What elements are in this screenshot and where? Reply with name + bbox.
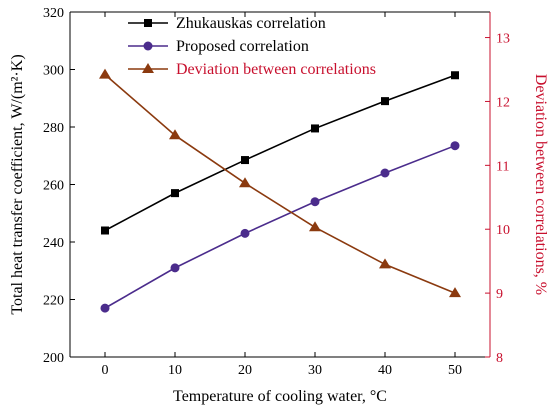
y-tick-right-label: 13 <box>496 32 510 47</box>
x-tick-label: 30 <box>308 363 322 378</box>
data-point-triangle <box>449 287 461 298</box>
legend-marker-circle <box>143 41 153 51</box>
legend-label: Proposed correlation <box>176 38 309 55</box>
data-point-square <box>101 226 109 235</box>
y-tick-right-label: 12 <box>496 95 510 110</box>
x-tick-label: 50 <box>448 363 462 378</box>
data-point-triangle <box>379 258 391 269</box>
y-tick-left-label: 240 <box>43 236 64 251</box>
x-tick-label: 0 <box>102 363 109 378</box>
y-axis-label-left: Total heat transfer coefficient, W/(m²·K… <box>9 54 26 314</box>
series-markers <box>99 68 461 313</box>
y-tick-right-label: 9 <box>496 287 503 302</box>
legend-marker-square <box>144 19 152 27</box>
data-point-square <box>171 189 179 198</box>
data-point-triangle <box>169 129 181 140</box>
y-tick-left-label: 220 <box>43 294 64 309</box>
legend: Zhukauskas correlation Proposed correlati… <box>128 15 376 78</box>
data-point-square <box>241 156 249 165</box>
legend-marker-triangle <box>142 63 154 73</box>
x-tick-label: 20 <box>238 363 252 378</box>
legend-label: Deviation between correlations <box>176 61 376 78</box>
data-point-triangle <box>99 68 111 79</box>
series-lines <box>104 74 456 309</box>
legend-label: Zhukauskas correlation <box>176 15 326 32</box>
data-point-circle <box>170 263 180 273</box>
data-point-square <box>311 124 319 133</box>
y-tick-right-label: 8 <box>496 351 503 366</box>
x-axis-label: Temperature of cooling water, °C <box>173 388 387 405</box>
data-point-circle <box>450 141 460 151</box>
data-point-square <box>451 71 459 80</box>
series-line-3 <box>104 74 456 294</box>
axes: 0 10 20 30 40 50 200 220 240 260 280 300 320 8 9 10 11 12… <box>9 6 549 405</box>
x-tick-label: 40 <box>378 363 392 378</box>
y-axis-label-right: Deviation between correlations, % <box>532 74 549 295</box>
series-line-1 <box>104 74 456 232</box>
data-point-circle <box>380 168 390 178</box>
y-tick-left-label: 200 <box>43 351 64 366</box>
y-tick-left-label: 320 <box>43 6 64 21</box>
data-point-circle <box>310 197 320 207</box>
y-tick-left-label: 300 <box>43 64 64 79</box>
data-point-triangle <box>239 177 251 188</box>
x-tick-label: 10 <box>168 363 182 378</box>
series-line-2 <box>104 144 456 309</box>
data-point-circle <box>100 303 110 313</box>
y-tick-right-label: 10 <box>496 223 510 238</box>
data-point-circle <box>240 228 250 238</box>
y-tick-right-label: 11 <box>496 159 509 174</box>
data-point-triangle <box>309 221 321 232</box>
data-point-square <box>381 97 389 106</box>
y-tick-left-label: 280 <box>43 121 64 136</box>
y-tick-left-label: 260 <box>43 179 64 194</box>
